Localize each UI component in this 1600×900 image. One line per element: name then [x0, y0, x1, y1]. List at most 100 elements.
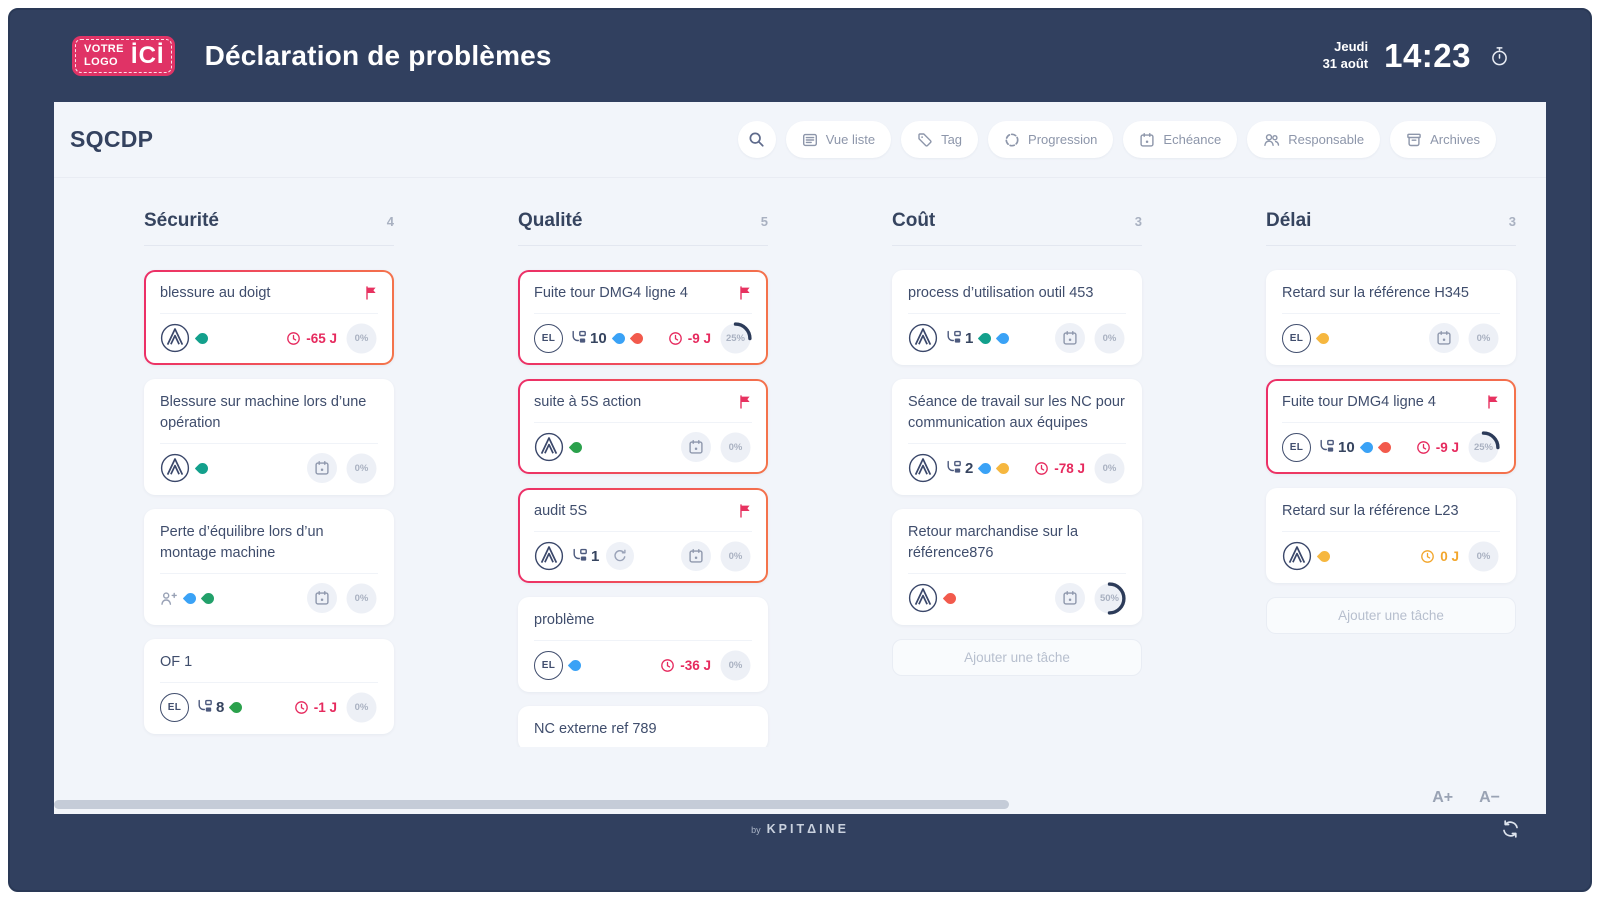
- card-footer: EL 10 -9 J 25%: [1282, 430, 1500, 464]
- progress-badge: 0%: [345, 322, 378, 355]
- toolbar-button-responsable[interactable]: Responsable: [1247, 121, 1381, 158]
- card-divider: [160, 682, 378, 683]
- flag-icon: [739, 392, 752, 409]
- card-footer-right: 0 J 0%: [1420, 540, 1500, 573]
- card-divider: [534, 640, 752, 641]
- due-days-label: -36 J: [680, 657, 711, 673]
- card-process-d-utilisation-outil-453[interactable]: process d’utilisation outil 453 1 0%: [892, 270, 1142, 365]
- brand-name: KPITΔINE: [766, 822, 849, 836]
- card-of-1[interactable]: OF 1 EL 8 -1 J 0%: [144, 639, 394, 734]
- progress-badge: 0%: [1467, 322, 1500, 355]
- refresh-button[interactable]: [1501, 820, 1520, 839]
- card-divider: [160, 443, 378, 444]
- toolbar-button-progression[interactable]: Progression: [988, 121, 1114, 158]
- timer-icon[interactable]: [1489, 46, 1510, 67]
- font-decrease-button[interactable]: A−: [1479, 789, 1500, 806]
- progress-label: 0%: [354, 332, 369, 344]
- column-header: Délai 3: [1266, 210, 1516, 246]
- card-divider: [1282, 531, 1500, 532]
- card-footer-right: -9 J 25%: [1416, 430, 1500, 464]
- card-footer-right: -65 J 0%: [286, 322, 378, 355]
- card-title: Retour marchandise sur la référence876: [908, 524, 1079, 561]
- toolbar-button-label: Vue liste: [825, 132, 876, 147]
- card-retard-sur-la-reference-h345[interactable]: Retard sur la référence H345 EL 0%: [1266, 270, 1516, 365]
- calendar-badge[interactable]: [1055, 323, 1085, 353]
- calendar-icon: [688, 548, 704, 564]
- card-fuite-tour-dmg4-ligne-4[interactable]: Fuite tour DMG4 ligne 4 EL 10 -9 J 25%: [1266, 379, 1516, 474]
- add-task-button[interactable]: Ajouter une tâche: [892, 639, 1142, 676]
- calendar-badge[interactable]: [681, 541, 711, 571]
- card-seance-de-travail-sur-les-nc-pour-communication-aux-equipes[interactable]: Séance de travail sur les NC pour commun…: [892, 379, 1142, 495]
- card-retour-marchandise-sur-la-reference876[interactable]: Retour marchandise sur la référence876 50…: [892, 509, 1142, 625]
- card-suite-a-5s-action[interactable]: suite à 5S action 0%: [518, 379, 768, 474]
- user-add-icon[interactable]: [160, 591, 178, 606]
- column-title: Coût: [892, 210, 936, 231]
- toolbar-button-echeance[interactable]: Echéance: [1123, 121, 1238, 158]
- logo-avatar-icon: [908, 583, 938, 613]
- subtasks-count: 8: [216, 698, 225, 716]
- column-delai: Délai 3 Retard sur la référence H345 EL 0% Fu…: [1266, 210, 1516, 747]
- tag-chip: [194, 330, 211, 346]
- flag-icon: [365, 283, 378, 300]
- card-blessure-au-doigt[interactable]: blessure au doigt -65 J 0%: [144, 270, 394, 365]
- subtasks-indicator: 1: [571, 548, 599, 565]
- toolbar-button-label: Archives: [1430, 132, 1480, 147]
- tag-chip: [567, 657, 584, 673]
- calendar-badge[interactable]: [1429, 323, 1459, 353]
- header-right: Jeudi 31 août 14:23: [1323, 37, 1510, 75]
- column-header: Qualité 5: [518, 210, 768, 246]
- card-footer: EL 10 -9 J 25%: [534, 321, 752, 355]
- toolbar-button-archives[interactable]: Archives: [1390, 121, 1496, 158]
- card-title: Perte d’équilibre lors d’un montage mach…: [160, 524, 324, 561]
- progress-badge: 0%: [345, 452, 378, 485]
- clock-icon: [1034, 461, 1049, 476]
- search-button[interactable]: [737, 121, 776, 158]
- card-footer-right: 0%: [307, 452, 378, 485]
- calendar-badge[interactable]: [681, 432, 711, 462]
- card-footer-right: 0%: [681, 540, 752, 573]
- logo-avatar-icon: [160, 323, 190, 353]
- card-footer: 50%: [908, 581, 1126, 615]
- card-retard-sur-la-reference-l23[interactable]: Retard sur la référence L23 0 J 0%: [1266, 488, 1516, 583]
- progress-label: 0%: [1476, 550, 1491, 562]
- tag-chip: [200, 590, 217, 606]
- calendar-badge[interactable]: [307, 453, 337, 483]
- toolbar-button-tag[interactable]: Tag: [901, 121, 979, 158]
- board: Sécurité 4 blessure au doigt -65 J 0% Blessur…: [54, 178, 1546, 747]
- calendar-badge[interactable]: [1055, 583, 1085, 613]
- due-days-label: -78 J: [1054, 460, 1085, 476]
- card-fuite-tour-dmg4-ligne-4[interactable]: Fuite tour DMG4 ligne 4 EL 10 -9 J 25%: [518, 270, 768, 365]
- card-footer: 0%: [160, 452, 378, 484]
- card-divider: [160, 313, 378, 314]
- clock-icon: [668, 331, 683, 346]
- calendar-icon: [1436, 330, 1452, 346]
- clock-time: 14:23: [1384, 37, 1471, 74]
- due-days: -1 J: [294, 700, 337, 715]
- due-days-label: -9 J: [687, 330, 711, 346]
- calendar-badge[interactable]: [307, 583, 337, 613]
- app-footer: by KPITΔINE: [10, 814, 1590, 844]
- card-footer: EL 0%: [1282, 322, 1500, 354]
- font-increase-button[interactable]: A+: [1432, 789, 1454, 806]
- clock-icon: [660, 658, 675, 673]
- tag-chip: [568, 439, 585, 455]
- horizontal-scrollbar-thumb[interactable]: [54, 800, 1009, 809]
- card-list: blessure au doigt -65 J 0% Blessure sur mac…: [144, 270, 394, 734]
- progress-label: 0%: [728, 659, 743, 671]
- card-blessure-sur-machine-lors-d-une-operation[interactable]: Blessure sur machine lors d’une opératio…: [144, 379, 394, 495]
- card-footer-right: -1 J 0%: [294, 691, 378, 724]
- due-days: 0 J: [1420, 549, 1459, 564]
- subtask-icon: [945, 460, 962, 476]
- card-probleme[interactable]: problème EL -36 J 0%: [518, 597, 768, 692]
- add-task-button[interactable]: Ajouter une tâche: [1266, 597, 1516, 634]
- toolbar: SQCDP Vue liste Tag Progression Echéance Res…: [54, 102, 1546, 178]
- search-icon: [748, 131, 765, 148]
- toolbar-button-vue-liste[interactable]: Vue liste: [785, 121, 892, 158]
- due-days: -9 J: [668, 331, 711, 346]
- toolbar-button-label: Responsable: [1288, 132, 1365, 147]
- card-divider: [908, 313, 1126, 314]
- card-audit-5s[interactable]: audit 5S 1 0%: [518, 488, 768, 583]
- card-footer: 2 -78 J 0%: [908, 452, 1126, 484]
- card-perte-d-equilibre-lors-d-un-montage-machine[interactable]: Perte d’équilibre lors d’un montage mach…: [144, 509, 394, 625]
- card-nc-externe-ref-789[interactable]: NC externe ref 789: [518, 706, 768, 747]
